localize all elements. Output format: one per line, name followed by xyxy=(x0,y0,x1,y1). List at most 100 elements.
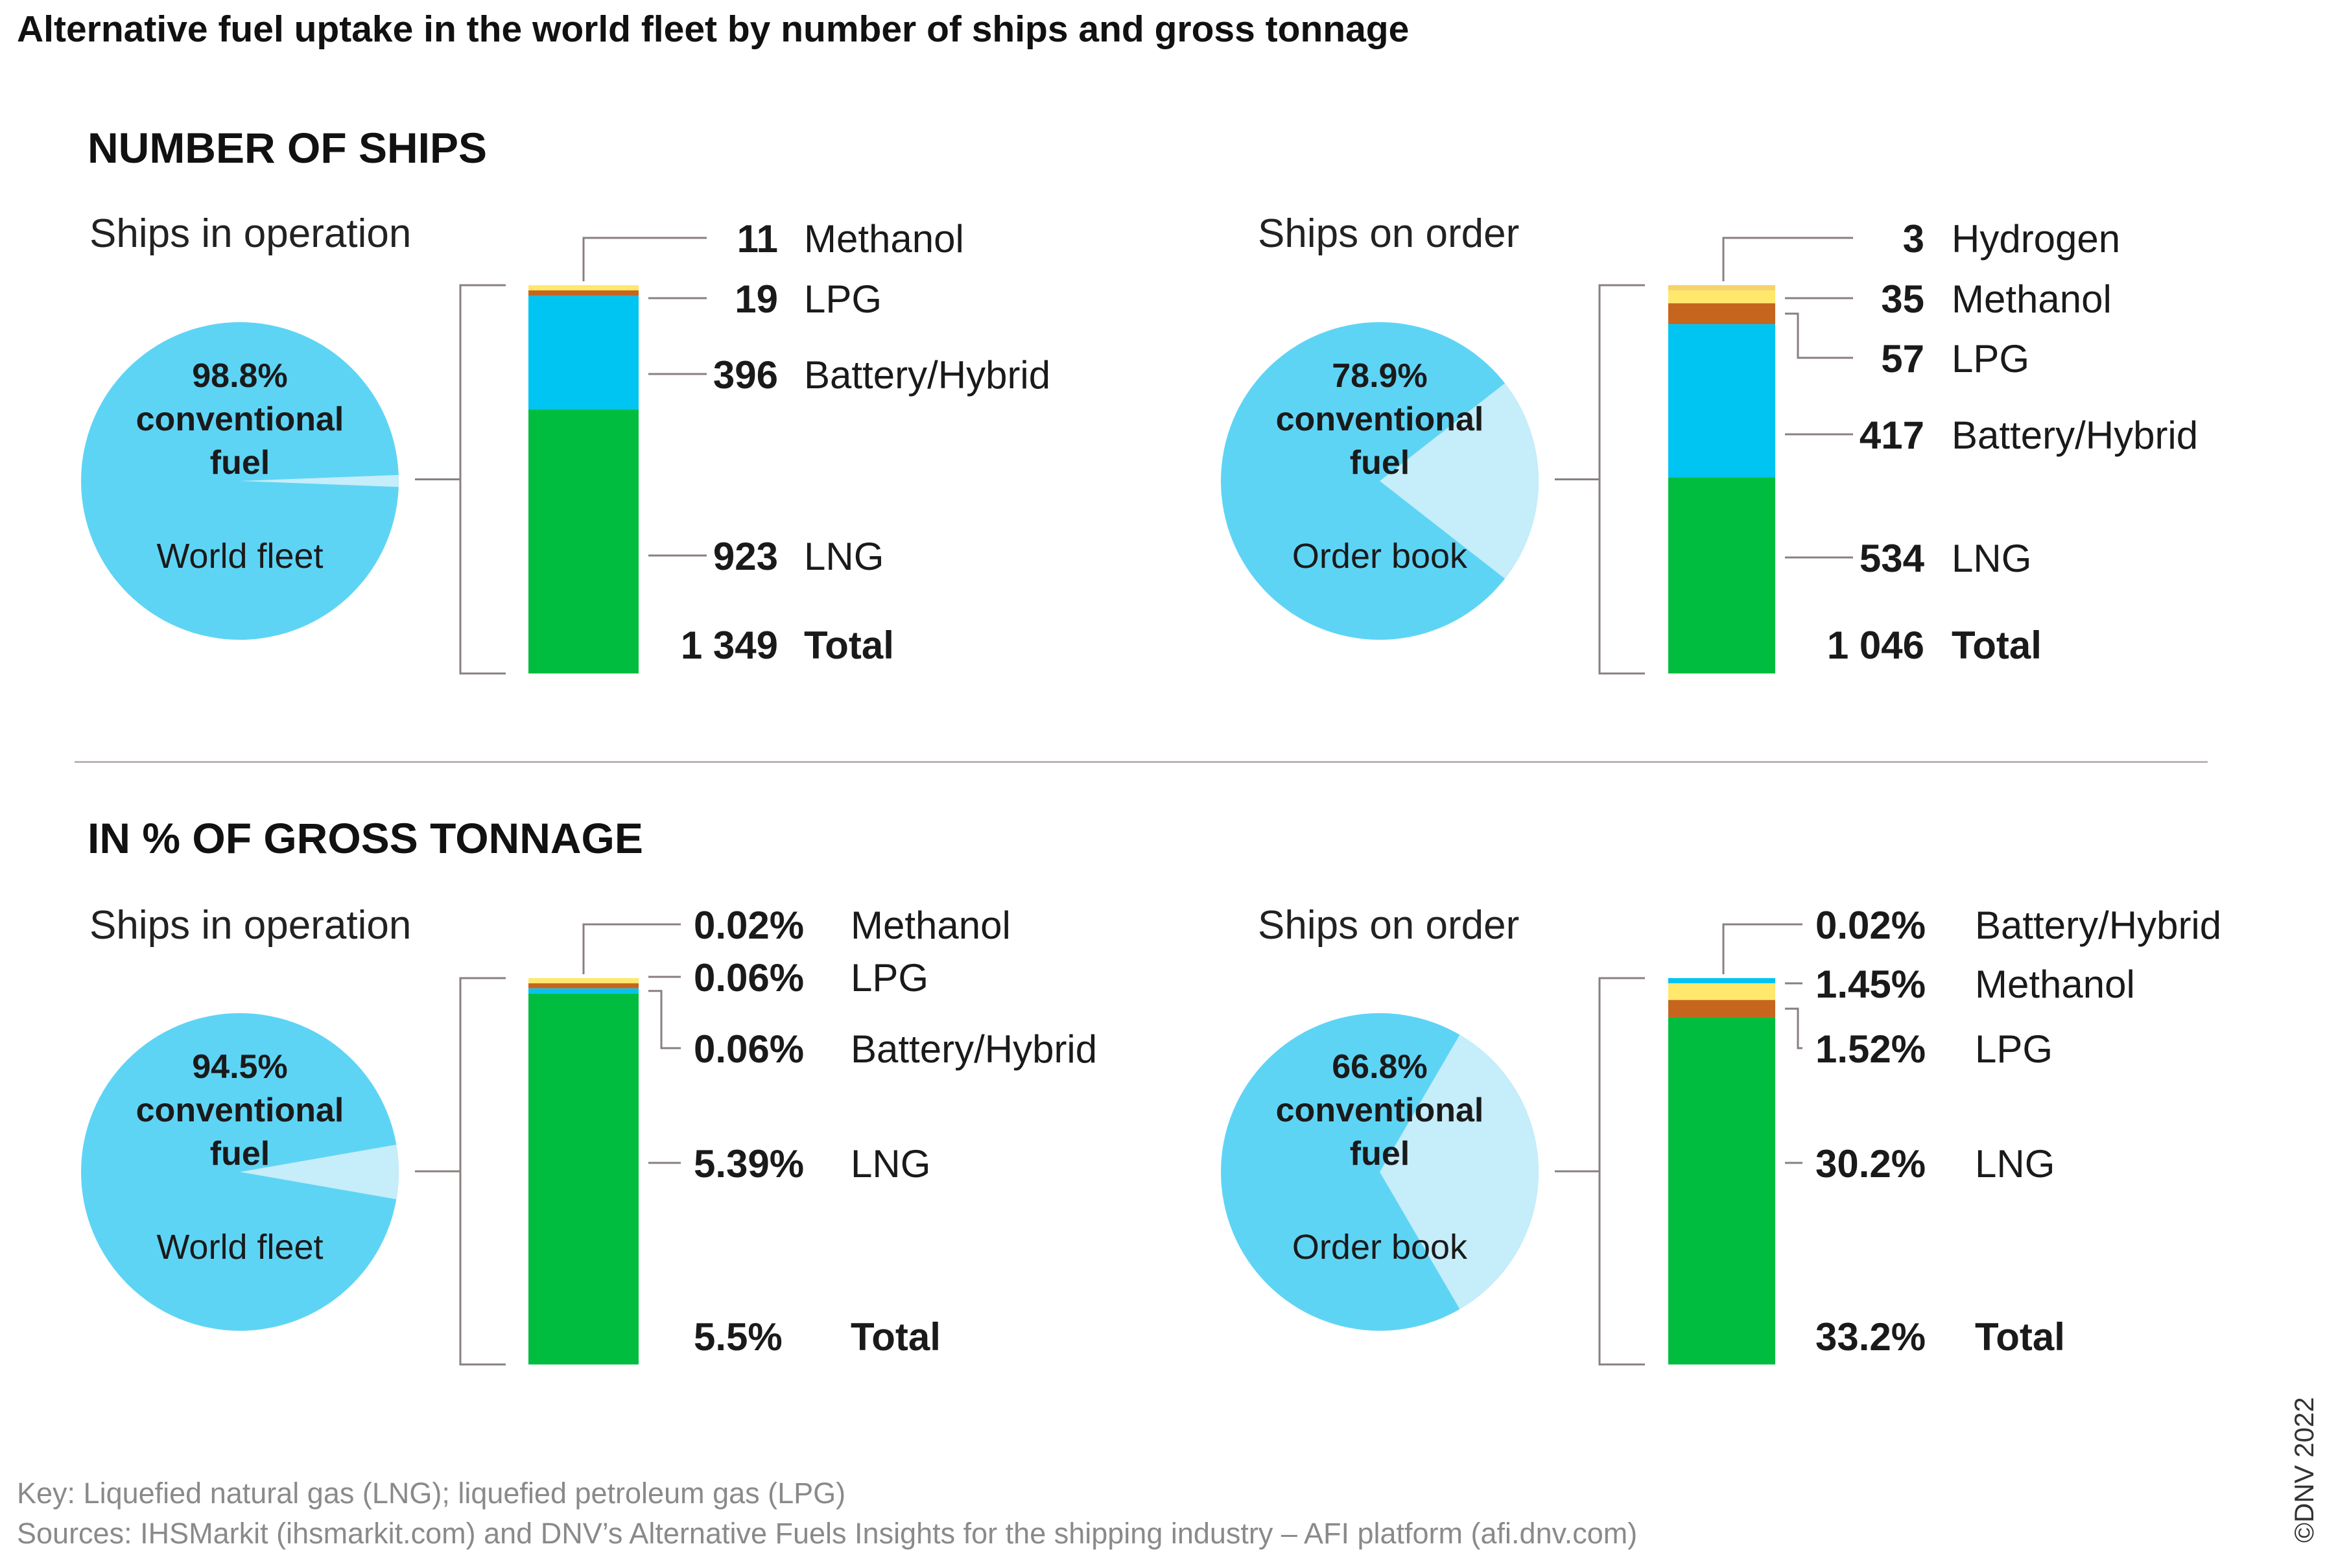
pie-label-line2: conventional xyxy=(136,401,344,438)
copyright: ©DNV 2022 xyxy=(2289,1397,2319,1543)
leader-line xyxy=(582,923,681,974)
segment-name: LPG xyxy=(804,277,882,321)
leader-line xyxy=(648,990,681,1049)
segment-value: 923 xyxy=(713,535,778,578)
bar-segment-battery-hybrid xyxy=(1668,324,1775,478)
pie-caption: World fleet xyxy=(156,537,323,576)
bar-segment-battery-hybrid xyxy=(528,988,639,994)
total-value: 5.5% xyxy=(694,1315,783,1359)
subtitle-tonnage-operation: Ships in operation xyxy=(89,903,412,948)
bar-segment-lng xyxy=(528,409,639,673)
pie-alternative-slice xyxy=(1380,1035,1539,1309)
pie-alternative-slice xyxy=(240,474,399,487)
bar-segment-lpg xyxy=(1668,1000,1775,1018)
pie-alternative-slice xyxy=(1380,383,1539,579)
bar-segment-methanol xyxy=(1668,290,1775,303)
segment-name: Methanol xyxy=(1975,963,2135,1006)
pie-percent-label: 98.8% xyxy=(192,357,287,395)
segment-value: 5.39% xyxy=(694,1142,804,1186)
segment-name: Methanol xyxy=(804,217,964,261)
segment-value: 35 xyxy=(1881,277,1924,321)
total-label: Total xyxy=(851,1315,941,1359)
bar-segment-methanol xyxy=(528,285,639,290)
bar-segment-lpg xyxy=(1668,303,1775,325)
segment-value: 0.02% xyxy=(1815,904,1926,947)
pie-alternative-slice xyxy=(240,1144,399,1200)
segment-value: 534 xyxy=(1860,537,1925,580)
leader-line xyxy=(582,237,707,281)
pie-label-line3: fuel xyxy=(210,444,270,482)
pie-label-line2: conventional xyxy=(1276,401,1484,438)
pie-percent-label: 66.8% xyxy=(1332,1048,1427,1086)
segment-name: LNG xyxy=(851,1142,930,1186)
segment-value: 0.06% xyxy=(694,1027,804,1071)
bar-segment-methanol xyxy=(528,978,639,983)
figure-title: Alternative fuel uptake in the world fle… xyxy=(17,8,1410,50)
segment-name: Methanol xyxy=(1952,277,2112,321)
subtitle-ships-order: Ships on order xyxy=(1258,211,1520,256)
total-label: Total xyxy=(804,624,894,667)
bracket xyxy=(459,977,506,1366)
subtitle-tonnage-order: Ships on order xyxy=(1258,903,1520,948)
segment-value: 1.52% xyxy=(1815,1027,1926,1071)
segment-value: 30.2% xyxy=(1815,1142,1926,1186)
segment-name: LNG xyxy=(804,535,884,578)
bar-segment-battery-hybrid xyxy=(528,296,639,410)
footer-sources: Sources: IHSMarkit (ihsmarkit.com) and D… xyxy=(17,1517,1638,1550)
bar-segment-battery-hybrid xyxy=(1668,978,1775,983)
pie-label-line3: fuel xyxy=(1350,1135,1410,1173)
leader-line xyxy=(1722,237,1853,281)
leader-line xyxy=(1785,1007,1802,1049)
bar-segment-lng xyxy=(1668,1017,1775,1364)
segment-name: Battery/Hybrid xyxy=(851,1027,1097,1071)
bar-segment-methanol xyxy=(1668,983,1775,1000)
pie-percent-label: 94.5% xyxy=(192,1048,287,1086)
segment-value: 417 xyxy=(1860,414,1924,457)
pie-label-line3: fuel xyxy=(1350,444,1410,482)
segment-name: Hydrogen xyxy=(1952,217,2120,261)
segment-name: Battery/Hybrid xyxy=(804,353,1050,397)
segment-value: 19 xyxy=(735,277,778,321)
bar-segment-lng xyxy=(528,993,639,1364)
segment-value: 0.06% xyxy=(694,956,804,1000)
total-label: Total xyxy=(1975,1315,2065,1359)
bar-segment-lng xyxy=(1668,477,1775,673)
leader-line xyxy=(1785,312,1853,359)
bar-segment-lpg xyxy=(528,290,639,296)
segment-value: 0.02% xyxy=(694,904,804,947)
bracket xyxy=(1598,977,1645,1366)
total-label: Total xyxy=(1952,624,2042,667)
segment-value: 1.45% xyxy=(1815,963,1926,1006)
segment-value: 396 xyxy=(713,353,778,397)
pie-caption: World fleet xyxy=(156,1228,323,1267)
bar-segment-hydrogen xyxy=(1668,285,1775,290)
segment-name: Battery/Hybrid xyxy=(1952,414,2198,457)
bar-segment-lpg xyxy=(528,983,639,989)
segment-name: Methanol xyxy=(851,904,1011,947)
section-title-tonnage: IN % OF GROSS TONNAGE xyxy=(88,814,643,862)
segment-value: 3 xyxy=(1903,217,1924,261)
section-divider xyxy=(75,761,2208,763)
subtitle-ships-operation: Ships in operation xyxy=(89,211,412,256)
bracket xyxy=(459,284,506,675)
total-value: 1 349 xyxy=(681,624,778,667)
pie-label-line3: fuel xyxy=(210,1135,270,1173)
pie-label-line2: conventional xyxy=(136,1092,344,1129)
pie-caption: Order book xyxy=(1292,1228,1468,1267)
pie-caption: Order book xyxy=(1292,537,1468,576)
segment-name: Battery/Hybrid xyxy=(1975,904,2221,947)
bracket xyxy=(1598,284,1645,675)
section-title-ships: NUMBER OF SHIPS xyxy=(88,124,488,172)
leader-line xyxy=(1722,923,1802,974)
segment-name: LPG xyxy=(1952,337,2029,380)
segment-value: 57 xyxy=(1881,337,1924,380)
segment-name: LPG xyxy=(1975,1027,2053,1071)
footer-key: Key: Liquefied natural gas (LNG); liquef… xyxy=(17,1477,846,1510)
pie-label-line2: conventional xyxy=(1276,1092,1484,1129)
pie-percent-label: 78.9% xyxy=(1332,357,1427,395)
total-value: 33.2% xyxy=(1815,1315,1926,1359)
segment-value: 11 xyxy=(737,217,778,261)
segment-name: LPG xyxy=(851,956,928,1000)
